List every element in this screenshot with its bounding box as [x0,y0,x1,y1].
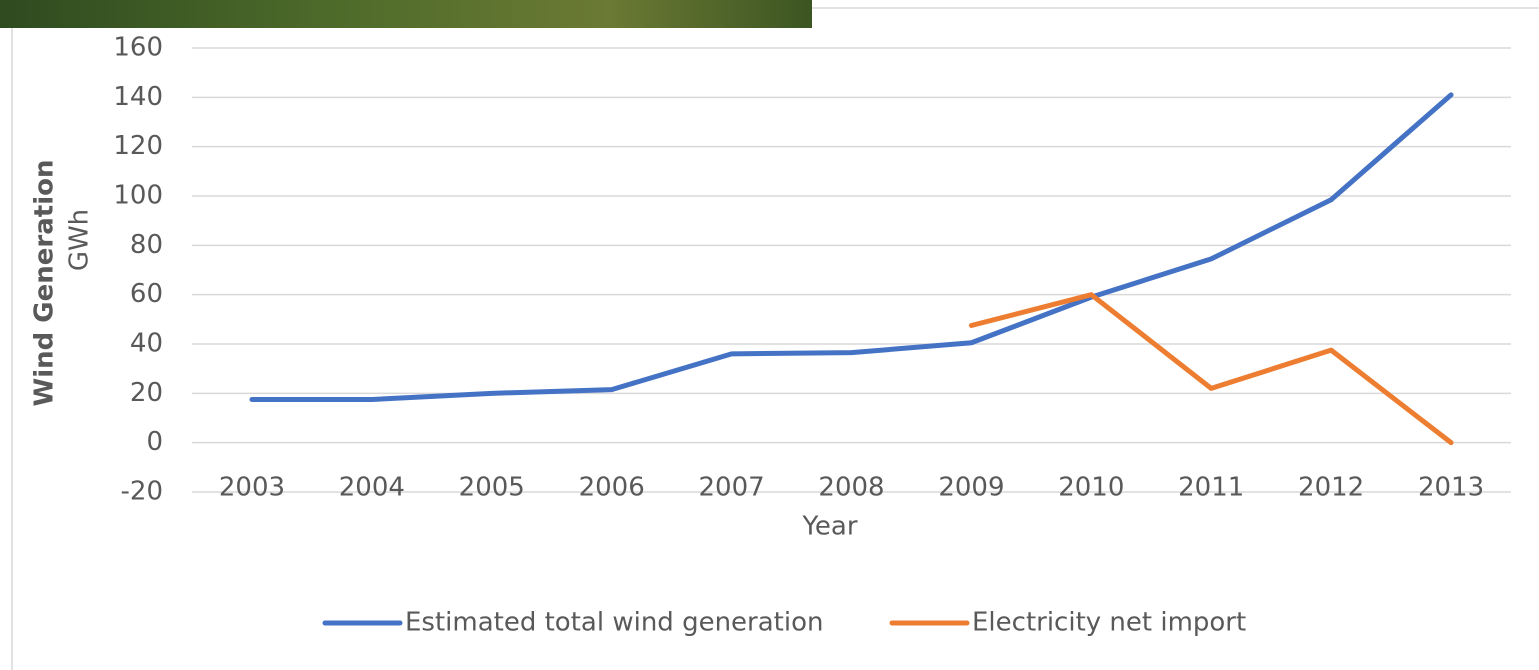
y-tick-label: 140 [113,82,163,112]
x-tick-label: 2008 [818,473,884,503]
y-tick-label: 40 [130,329,163,359]
series-line [968,292,1454,446]
x-tick-label: 2003 [219,473,285,503]
plot [249,92,1454,446]
x-tick-label: 2004 [339,473,405,503]
y-tick-label: 20 [130,378,163,408]
x-tick-label: 2009 [938,473,1004,503]
grid: -20 0 20 40 60 80 100 120 140 160 2003 2004 2005 2006… [113,33,1511,507]
y-axis-title: Wind Generation [30,160,60,407]
y-tick-label: 120 [113,131,163,161]
x-tick-label: 2013 [1418,473,1484,503]
y-tick-label: 100 [113,181,163,211]
x-tick-label: 2012 [1298,473,1364,503]
y-tick-label: 0 [146,427,163,457]
x-tick-label: 2010 [1058,473,1124,503]
x-tick-label: 2011 [1178,473,1244,503]
header-photo [0,0,812,28]
y-axis-unit: GWh [65,209,95,271]
y-tick-label: 60 [130,279,163,309]
y-tick-label: -20 [121,477,163,507]
y-tick-label: 160 [113,33,163,63]
legend: Estimated total wind generation Electrici… [322,608,1246,638]
legend-label: Estimated total wind generation [405,608,823,638]
x-tick-label: 2005 [459,473,525,503]
legend-label: Electricity net import [972,608,1246,638]
y-axis-unit-group: GWh [65,209,95,271]
x-axis-title: Year [801,512,857,542]
x-tick-label: 2007 [699,473,765,503]
y-axis-title-group: Wind Generation [30,160,60,407]
y-tick-label: 80 [130,230,163,260]
series-line [249,92,1454,402]
x-tick-label: 2006 [579,473,645,503]
